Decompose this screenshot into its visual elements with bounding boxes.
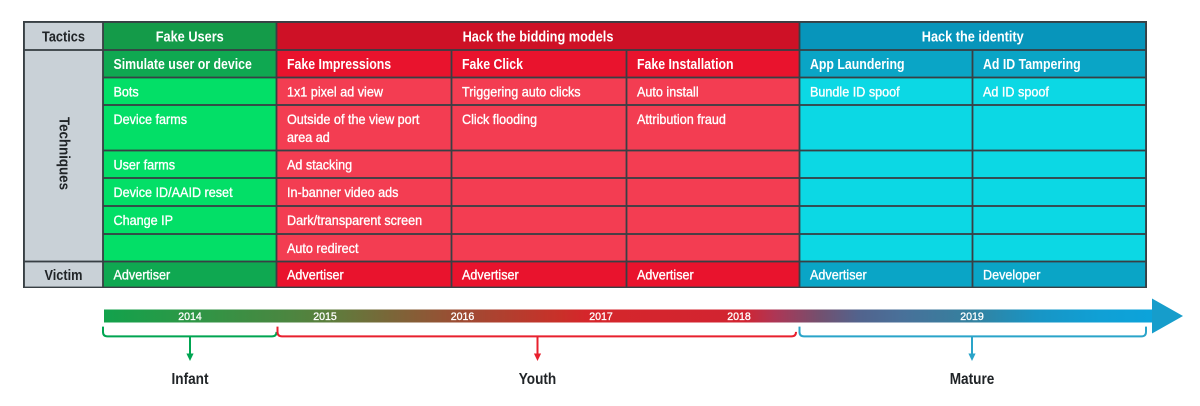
svg-text:Fake Click: Fake Click bbox=[462, 57, 524, 73]
svg-text:2014: 2014 bbox=[178, 311, 202, 323]
svg-text:Techniques: Techniques bbox=[56, 117, 73, 190]
svg-text:Bots: Bots bbox=[114, 83, 139, 99]
svg-text:Bundle ID spoof: Bundle ID spoof bbox=[810, 83, 900, 99]
svg-text:2015: 2015 bbox=[313, 311, 337, 323]
svg-text:Fake Installation: Fake Installation bbox=[637, 57, 734, 73]
svg-text:Infant: Infant bbox=[172, 371, 210, 388]
svg-text:Hack the identity: Hack the identity bbox=[922, 28, 1025, 45]
svg-text:User farms: User farms bbox=[114, 156, 176, 172]
svg-text:Ad ID Tampering: Ad ID Tampering bbox=[983, 57, 1081, 73]
svg-text:Ad ID spoof: Ad ID spoof bbox=[983, 83, 1049, 99]
svg-text:Mature: Mature bbox=[950, 371, 995, 388]
svg-text:Advertiser: Advertiser bbox=[810, 267, 867, 283]
svg-text:Hack the bidding models: Hack the bidding models bbox=[463, 28, 614, 45]
svg-text:2016: 2016 bbox=[451, 311, 475, 323]
svg-text:Device ID/AAID reset: Device ID/AAID reset bbox=[114, 184, 233, 200]
svg-text:Auto install: Auto install bbox=[637, 83, 699, 99]
svg-text:Advertiser: Advertiser bbox=[637, 267, 694, 283]
svg-text:2017: 2017 bbox=[589, 311, 613, 323]
svg-text:1x1 pixel ad view: 1x1 pixel ad view bbox=[287, 83, 384, 99]
svg-text:Outside of the view port: Outside of the view port bbox=[287, 111, 419, 127]
svg-text:Simulate user or device: Simulate user or device bbox=[114, 57, 252, 73]
svg-text:Tactics: Tactics bbox=[42, 28, 85, 45]
svg-text:Developer: Developer bbox=[983, 267, 1041, 283]
svg-text:Ad stacking: Ad stacking bbox=[287, 156, 352, 172]
svg-text:Youth: Youth bbox=[519, 371, 556, 388]
svg-text:Advertiser: Advertiser bbox=[114, 267, 171, 283]
svg-text:area ad: area ad bbox=[287, 129, 330, 145]
svg-text:Fake Users: Fake Users bbox=[156, 28, 224, 45]
svg-text:In-banner video ads: In-banner video ads bbox=[287, 184, 398, 200]
svg-text:Click flooding: Click flooding bbox=[462, 111, 537, 127]
svg-text:Device farms: Device farms bbox=[114, 111, 188, 127]
svg-text:Attribution fraud: Attribution fraud bbox=[637, 111, 726, 127]
svg-text:Change IP: Change IP bbox=[114, 212, 174, 228]
svg-text:2018: 2018 bbox=[727, 311, 751, 323]
svg-text:Advertiser: Advertiser bbox=[462, 267, 519, 283]
svg-text:Fake Impressions: Fake Impressions bbox=[287, 57, 391, 73]
svg-text:Triggering auto clicks: Triggering auto clicks bbox=[462, 83, 581, 99]
svg-text:Victim: Victim bbox=[45, 267, 83, 284]
svg-text:App Laundering: App Laundering bbox=[810, 57, 905, 73]
svg-text:Dark/transparent screen: Dark/transparent screen bbox=[287, 212, 422, 228]
svg-text:Advertiser: Advertiser bbox=[287, 267, 344, 283]
svg-text:Auto redirect: Auto redirect bbox=[287, 240, 359, 256]
svg-text:2019: 2019 bbox=[960, 311, 984, 323]
